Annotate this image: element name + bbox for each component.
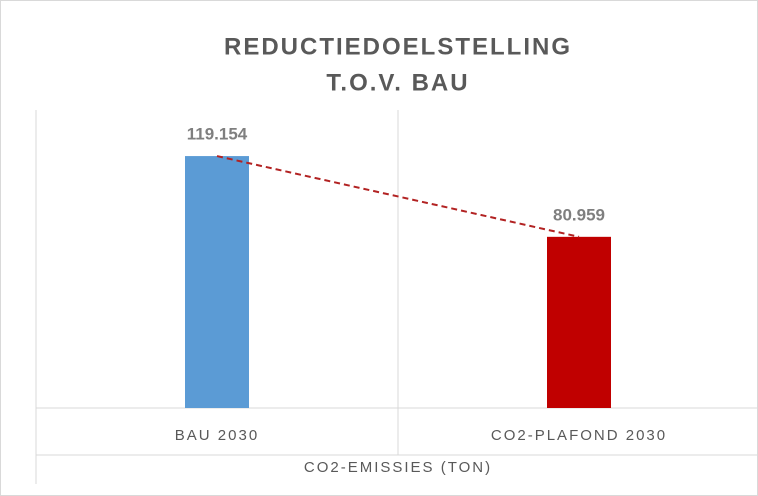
chart-subtitle: T.O.V. BAU [326,69,469,96]
x-axis-title: CO2-EMISSIES (TON) [304,459,492,476]
bar [547,236,611,408]
x-tick-label: BAU 2030 [175,427,259,444]
x-tick-label: CO2-PLAFOND 2030 [491,427,667,444]
bar [185,156,249,408]
chart-title: REDUCTIEDOELSTELLING [224,33,572,60]
data-label: 119.154 [187,125,248,144]
connector-line [216,155,580,238]
data-label: 80.959 [553,205,605,224]
